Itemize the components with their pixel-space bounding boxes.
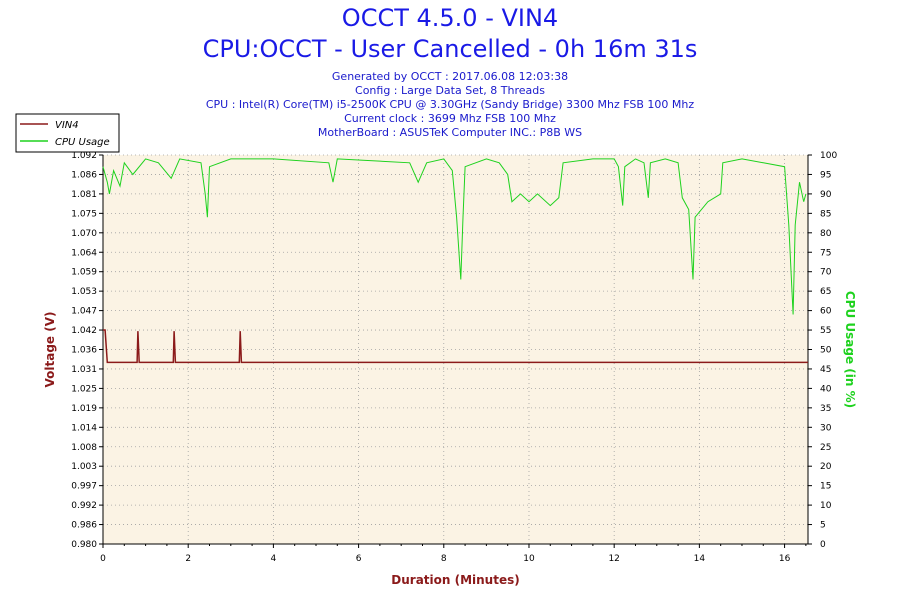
y2-tick-label: 15 bbox=[820, 482, 831, 492]
x-tick-label: 0 bbox=[100, 554, 106, 564]
y2-tick-label: 5 bbox=[820, 521, 826, 531]
legend: VIN4 CPU Usage bbox=[15, 113, 120, 153]
y2-tick-label: 90 bbox=[820, 190, 832, 200]
y2-tick-label: 85 bbox=[820, 209, 831, 219]
chart-title: OCCT 4.5.0 - VIN4 bbox=[341, 4, 559, 32]
y-tick-label: 1.047 bbox=[71, 307, 97, 317]
y2-tick-label: 25 bbox=[820, 443, 831, 453]
y2-tick-label: 95 bbox=[820, 170, 831, 180]
y2-tick-label: 100 bbox=[820, 151, 837, 161]
y-tick-label: 1.081 bbox=[71, 190, 97, 200]
y2-tick-label: 45 bbox=[820, 365, 831, 375]
y2-tick-label: 80 bbox=[820, 229, 832, 239]
y-tick-label: 1.008 bbox=[71, 443, 97, 453]
x-tick-label: 10 bbox=[523, 554, 535, 564]
y-tick-label: 1.003 bbox=[71, 462, 97, 472]
y2-tick-label: 0 bbox=[820, 540, 826, 550]
series-line-cpu-usage bbox=[102, 158, 807, 315]
x-tick-label: 2 bbox=[185, 554, 191, 564]
legend-box bbox=[15, 113, 120, 153]
y-tick-label: 0.992 bbox=[71, 501, 97, 511]
info-motherboard: MotherBoard : ASUSTeK Computer INC.: P8B… bbox=[317, 126, 583, 139]
y-tick-label: 0.980 bbox=[71, 540, 97, 550]
y-tick-label: 1.059 bbox=[71, 268, 97, 278]
info-generated: Generated by OCCT : 2017.06.08 12:03:38 bbox=[331, 70, 569, 83]
y-tick-label: 1.036 bbox=[71, 346, 97, 356]
x-axis-label: Duration (Minutes) bbox=[391, 573, 519, 587]
y-tick-label: 1.086 bbox=[71, 170, 97, 180]
x-tick-label: 4 bbox=[271, 554, 277, 564]
y2-tick-label: 70 bbox=[820, 268, 832, 278]
y2-tick-label: 75 bbox=[820, 248, 831, 258]
y2-tick-label: 10 bbox=[820, 501, 832, 511]
y-tick-label: 1.025 bbox=[71, 384, 97, 394]
y2-tick-label: 60 bbox=[820, 307, 832, 317]
series-layer bbox=[102, 158, 808, 364]
y-tick-label: 0.997 bbox=[71, 482, 97, 492]
x-tick-label: 8 bbox=[441, 554, 447, 564]
y-tick-label: 1.070 bbox=[71, 229, 97, 239]
x-tick-label: 12 bbox=[608, 554, 619, 564]
chart-subtitle: CPU:OCCT - User Cancelled - 0h 16m 31s bbox=[202, 35, 698, 63]
y2-tick-label: 30 bbox=[820, 423, 832, 433]
legend-label-vin4: VIN4 bbox=[55, 120, 79, 131]
y-axis-label: Voltage (V) bbox=[43, 312, 57, 388]
y-tick-label: 1.031 bbox=[71, 365, 97, 375]
info-clock: Current clock : 3699 Mhz FSB 100 Mhz bbox=[344, 112, 556, 125]
y2-tick-label: 20 bbox=[820, 462, 832, 472]
y2-tick-label: 65 bbox=[820, 287, 831, 297]
info-cpu: CPU : Intel(R) Core(TM) i5-2500K CPU @ 3… bbox=[205, 98, 695, 111]
series-line-vin4 bbox=[103, 329, 808, 364]
y-tick-label: 1.075 bbox=[71, 209, 97, 219]
y-tick-label: 1.064 bbox=[71, 248, 97, 258]
y2-tick-label: 35 bbox=[820, 404, 831, 414]
y-tick-label: 0.986 bbox=[71, 521, 97, 531]
y2-tick-label: 50 bbox=[820, 346, 832, 356]
legend-label-cpu-usage: CPU Usage bbox=[55, 137, 110, 148]
info-config: Config : Large Data Set, 8 Threads bbox=[355, 84, 545, 97]
x-tick-label: 16 bbox=[779, 554, 791, 564]
x-tick-label: 6 bbox=[356, 554, 362, 564]
y-tick-label: 1.014 bbox=[71, 423, 97, 433]
y2-tick-label: 55 bbox=[820, 326, 831, 336]
y-tick-label: 1.092 bbox=[71, 151, 97, 161]
y-tick-label: 1.053 bbox=[71, 287, 97, 297]
x-tick-label: 14 bbox=[694, 554, 706, 564]
axes: 0.980 0.986 0.992 0.997 1.003 1.008 1.014 1.019… bbox=[71, 151, 837, 564]
y2-tick-label: 40 bbox=[820, 384, 832, 394]
y-tick-label: 1.042 bbox=[71, 326, 97, 336]
y2-axis-label: CPU Usage (in %) bbox=[843, 291, 857, 408]
y-tick-label: 1.019 bbox=[71, 404, 97, 414]
